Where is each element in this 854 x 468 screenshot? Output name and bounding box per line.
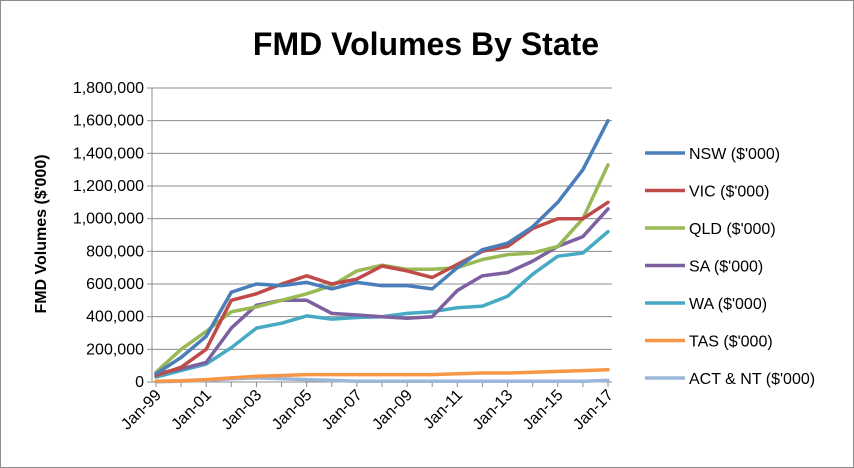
- x-tick-label: Jan-11: [420, 387, 466, 433]
- x-tick-label: Jan-15: [520, 387, 567, 434]
- x-tick-label: Jan-13: [470, 387, 517, 434]
- x-tick-label: Jan-17: [570, 387, 617, 434]
- legend-entry: QLD ($'000): [689, 221, 776, 238]
- y-tick-label: 600,000: [86, 276, 144, 293]
- legend-entry: ACT & NT ($'000): [689, 371, 815, 388]
- y-tick-label: 400,000: [86, 309, 144, 326]
- y-tick-label: 200,000: [86, 341, 144, 358]
- legend-entry: VIC ($'000): [689, 184, 769, 201]
- y-tick-label: 800,000: [86, 243, 144, 260]
- legend-entry: WA ($'000): [689, 296, 767, 313]
- x-tick-label: Jan-07: [319, 387, 366, 434]
- series-line: [154, 368, 610, 383]
- chart-title: FMD Volumes By State: [253, 26, 599, 62]
- y-tick-label: 1,600,000: [73, 113, 144, 130]
- legend: NSW ($'000) VIC ($'000) QLD ($'000) SA ($'0…: [645, 146, 815, 388]
- x-tick-label: Jan-05: [269, 387, 316, 434]
- x-tick-label: Jan-09: [369, 387, 416, 434]
- y-tick-labels: 0 200,000 400,000 600,000 800,000 1,000,000 1,…: [73, 80, 144, 391]
- y-tick-label: 1,800,000: [73, 80, 144, 97]
- y-tick-label: 1,000,000: [73, 211, 144, 228]
- x-tick-label: Jan-99: [118, 387, 165, 434]
- y-axis-label: FMD Volumes ($'000): [33, 154, 50, 313]
- legend-entry: NSW ($'000): [689, 146, 780, 163]
- y-tick-label: 1,200,000: [73, 178, 144, 195]
- x-tick-label: Jan-03: [219, 387, 266, 434]
- legend-entry: SA ($'000): [689, 259, 763, 276]
- y-tick-label: 1,400,000: [73, 145, 144, 162]
- legend-entry: TAS ($'000): [689, 334, 773, 351]
- series-lines: [154, 118, 610, 384]
- gridlines: [147, 87, 612, 383]
- series-line: [154, 207, 610, 376]
- x-tick-label: Jan-01: [168, 387, 215, 434]
- x-tick-labels: Jan-99 Jan-01 Jan-03 Jan-05 Jan-07 Jan-09 Jan-…: [118, 387, 617, 434]
- series-line: [154, 118, 610, 376]
- y-tick-label: 0: [135, 374, 144, 391]
